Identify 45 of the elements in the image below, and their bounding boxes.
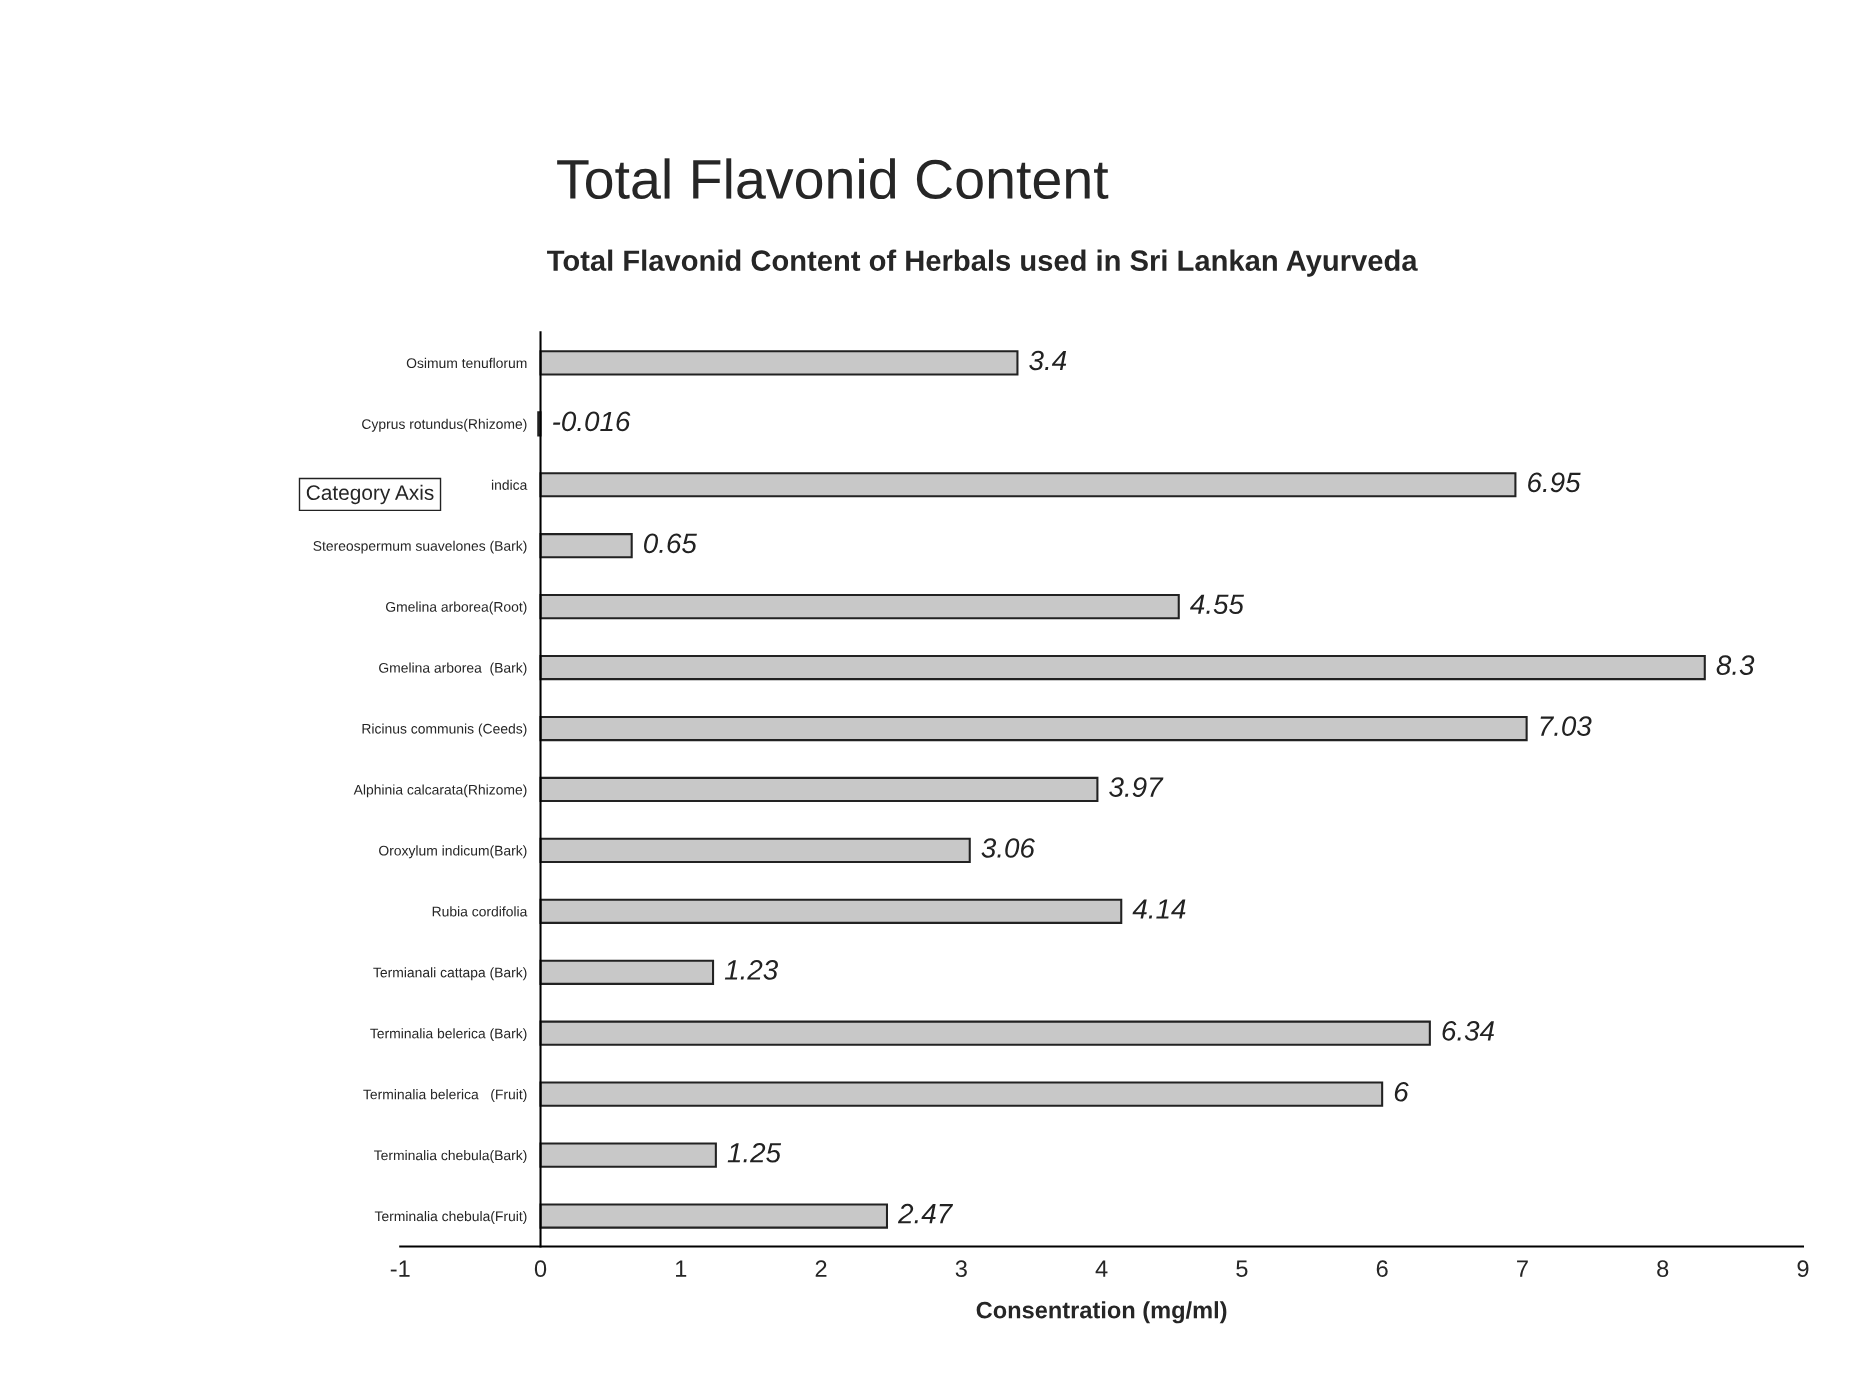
y-tick-label: Stereospermum suavelones (Bark) <box>313 540 527 554</box>
data-label: 4.55 <box>1190 594 1244 615</box>
data-label: 3.97 <box>1109 777 1164 797</box>
x-tick-label: 0 <box>534 1260 547 1278</box>
y-tick-label: Gmelina arborea(Root) <box>386 601 527 615</box>
x-tick-label: 9 <box>1797 1260 1809 1278</box>
data-label: 0.65 <box>644 533 697 554</box>
data-label: 3.4 <box>1029 350 1067 371</box>
data-label: 7.03 <box>1540 716 1592 736</box>
data-label: 4.14 <box>1132 899 1186 919</box>
data-label: 6.34 <box>1442 1021 1494 1041</box>
x-tick-label: 7 <box>1517 1260 1528 1277</box>
data-label: 1.23 <box>724 960 778 980</box>
x-tick-label: 6 <box>1376 1260 1388 1278</box>
x-tick-label: 5 <box>1236 1260 1248 1278</box>
x-tick-label: 4 <box>1095 1260 1108 1277</box>
y-tick-label: Terminalia chebula(Fruit) <box>374 1211 527 1224</box>
y-tick-label: Cyprus rotundus(Rhizome) <box>362 418 527 432</box>
annotation: Category Axis <box>306 484 434 505</box>
y-tick-label: Terminalia chebula(Bark) <box>374 1150 527 1163</box>
y-tick-label: Osimum tenuflorum <box>406 357 527 369</box>
y-tick-label: Gmelina arborea (Bark) <box>379 662 527 676</box>
data-label: 1.25 <box>727 1142 782 1163</box>
y-tick-label: Termianali cattapa (Bark) <box>373 967 527 981</box>
data-label: 2.47 <box>897 1203 954 1224</box>
y-tick-label: Terminalia belerica (Fruit) <box>363 1089 527 1103</box>
y-tick-label: Alphinia calcarata(Rhizome) <box>353 784 527 798</box>
y-tick-label: Oroxylum indicum(Bark) <box>379 845 527 859</box>
data-label: 3.06 <box>981 838 1035 858</box>
data-label: 8.3 <box>1716 655 1755 676</box>
y-tick-label: Rubia cordifolia <box>432 906 528 917</box>
y-tick-label: indica <box>491 479 528 490</box>
x-axis-title: Consentration (mg/ml) <box>976 1301 1227 1324</box>
x-tick-label: 2 <box>815 1260 827 1277</box>
x-tick-label: 3 <box>955 1260 967 1278</box>
x-tick-label: 8 <box>1657 1260 1669 1278</box>
data-label: -0.016 <box>553 411 631 432</box>
data-label: 6 <box>1394 1081 1409 1102</box>
chart-title: Total Flavonid Content <box>557 158 1109 200</box>
y-tick-label: Ricinus communis (Ceeds) <box>362 723 527 737</box>
chart-subtitle: Total Flavonid Content of Herbals used in Sri Lankan Ayurveda <box>547 249 1418 277</box>
x-tick-label: -1 <box>390 1260 410 1277</box>
y-tick-label: Terminalia belerica (Bark) <box>370 1028 527 1042</box>
data-label: 6.95 <box>1528 472 1581 493</box>
x-tick-label: 1 <box>676 1260 687 1277</box>
